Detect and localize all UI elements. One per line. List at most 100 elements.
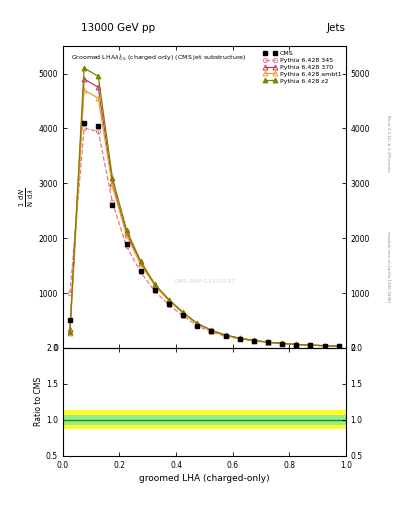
Pythia 6.428 z2 <box>68 329 72 335</box>
Line: Pythia 6.428 370: Pythia 6.428 370 <box>68 77 341 349</box>
Pythia 6.428 z2 <box>110 175 115 181</box>
Pythia 6.428 ambt1 <box>195 321 200 327</box>
Pythia 6.428 370 <box>96 84 101 90</box>
Pythia 6.428 345 <box>138 269 143 275</box>
Y-axis label: $\frac{1}{\mathrm{N}}\,\frac{\mathrm{d}N}{\mathrm{d}\lambda}$: $\frac{1}{\mathrm{N}}\,\frac{\mathrm{d}N… <box>18 187 36 207</box>
Pythia 6.428 ambt1 <box>280 340 285 347</box>
Pythia 6.428 370 <box>294 342 299 348</box>
Text: CMS-SMP-11920187: CMS-SMP-11920187 <box>173 279 235 284</box>
Pythia 6.428 ambt1 <box>152 283 157 289</box>
Pythia 6.428 ambt1 <box>96 95 101 101</box>
Line: CMS: CMS <box>68 121 341 348</box>
Pythia 6.428 z2 <box>82 65 86 71</box>
CMS <box>82 120 86 126</box>
Text: Jets: Jets <box>327 23 346 33</box>
Pythia 6.428 ambt1 <box>252 337 256 344</box>
Pythia 6.428 z2 <box>138 258 143 264</box>
Text: mcplots.cern.ch [arXiv:1306.3436]: mcplots.cern.ch [arXiv:1306.3436] <box>386 231 390 302</box>
Pythia 6.428 ambt1 <box>266 339 270 346</box>
Pythia 6.428 370 <box>322 343 327 349</box>
Pythia 6.428 370 <box>110 180 115 186</box>
Line: Pythia 6.428 ambt1: Pythia 6.428 ambt1 <box>68 88 341 349</box>
Pythia 6.428 z2 <box>195 321 200 327</box>
CMS <box>68 317 72 324</box>
Pythia 6.428 ambt1 <box>68 329 72 335</box>
Y-axis label: Ratio to CMS: Ratio to CMS <box>34 377 43 426</box>
CMS <box>223 333 228 339</box>
Pythia 6.428 370 <box>280 340 285 347</box>
Pythia 6.428 ambt1 <box>237 335 242 342</box>
CMS <box>110 202 115 208</box>
Pythia 6.428 345 <box>322 343 327 349</box>
Pythia 6.428 z2 <box>252 337 256 344</box>
CMS <box>124 241 129 247</box>
Pythia 6.428 370 <box>82 76 86 82</box>
Pythia 6.428 345 <box>336 343 341 349</box>
CMS <box>237 335 242 342</box>
Pythia 6.428 z2 <box>237 335 242 341</box>
Pythia 6.428 ambt1 <box>336 343 341 349</box>
Line: Pythia 6.428 345: Pythia 6.428 345 <box>68 126 341 349</box>
Pythia 6.428 345 <box>209 329 214 335</box>
Pythia 6.428 345 <box>152 288 157 294</box>
Pythia 6.428 345 <box>68 290 72 296</box>
Pythia 6.428 345 <box>308 342 313 348</box>
Pythia 6.428 ambt1 <box>294 342 299 348</box>
Legend: CMS, Pythia 6.428 345, Pythia 6.428 370, Pythia 6.428 ambt1, Pythia 6.428 z2: CMS, Pythia 6.428 345, Pythia 6.428 370,… <box>263 49 343 85</box>
Pythia 6.428 345 <box>96 128 101 134</box>
Text: Groomed LHA$\lambda^{1}_{0.5}$ (charged only) (CMS jet substructure): Groomed LHA$\lambda^{1}_{0.5}$ (charged … <box>72 52 247 63</box>
Pythia 6.428 370 <box>68 326 72 332</box>
Line: Pythia 6.428 z2: Pythia 6.428 z2 <box>68 66 341 349</box>
Pythia 6.428 370 <box>124 229 129 236</box>
X-axis label: groomed LHA (charged-only): groomed LHA (charged-only) <box>139 474 270 483</box>
Pythia 6.428 370 <box>138 260 143 266</box>
CMS <box>195 323 200 329</box>
Pythia 6.428 ambt1 <box>167 297 171 304</box>
Pythia 6.428 345 <box>181 313 185 319</box>
CMS <box>138 268 143 274</box>
Pythia 6.428 z2 <box>280 340 285 346</box>
Pythia 6.428 ambt1 <box>82 87 86 93</box>
CMS <box>167 301 171 307</box>
Pythia 6.428 370 <box>152 282 157 288</box>
CMS <box>252 338 256 344</box>
Pythia 6.428 345 <box>266 339 270 346</box>
Pythia 6.428 345 <box>167 302 171 308</box>
Pythia 6.428 370 <box>195 321 200 327</box>
Pythia 6.428 ambt1 <box>124 232 129 239</box>
Pythia 6.428 345 <box>82 125 86 132</box>
Pythia 6.428 370 <box>237 335 242 342</box>
Pythia 6.428 z2 <box>152 281 157 287</box>
Pythia 6.428 345 <box>294 342 299 348</box>
Pythia 6.428 345 <box>110 199 115 205</box>
Pythia 6.428 370 <box>209 327 214 333</box>
Pythia 6.428 ambt1 <box>110 183 115 189</box>
CMS <box>308 342 313 348</box>
Pythia 6.428 z2 <box>336 343 341 349</box>
CMS <box>152 287 157 293</box>
Pythia 6.428 ambt1 <box>308 342 313 348</box>
Text: 13000 GeV pp: 13000 GeV pp <box>81 23 155 33</box>
Pythia 6.428 ambt1 <box>209 328 214 334</box>
Pythia 6.428 ambt1 <box>138 262 143 268</box>
Pythia 6.428 370 <box>266 339 270 345</box>
Pythia 6.428 370 <box>167 297 171 303</box>
Pythia 6.428 z2 <box>124 227 129 233</box>
CMS <box>181 312 185 318</box>
Pythia 6.428 z2 <box>167 296 171 303</box>
Pythia 6.428 z2 <box>96 73 101 79</box>
CMS <box>280 340 285 347</box>
CMS <box>96 122 101 129</box>
Pythia 6.428 ambt1 <box>181 310 185 316</box>
Pythia 6.428 370 <box>336 343 341 349</box>
CMS <box>336 343 341 349</box>
Pythia 6.428 370 <box>252 337 256 344</box>
Pythia 6.428 345 <box>252 338 256 344</box>
Pythia 6.428 z2 <box>181 309 185 315</box>
Pythia 6.428 345 <box>237 336 242 342</box>
Pythia 6.428 z2 <box>266 339 270 345</box>
Pythia 6.428 370 <box>223 332 228 338</box>
Pythia 6.428 ambt1 <box>223 332 228 338</box>
Pythia 6.428 345 <box>280 340 285 347</box>
Pythia 6.428 z2 <box>209 327 214 333</box>
